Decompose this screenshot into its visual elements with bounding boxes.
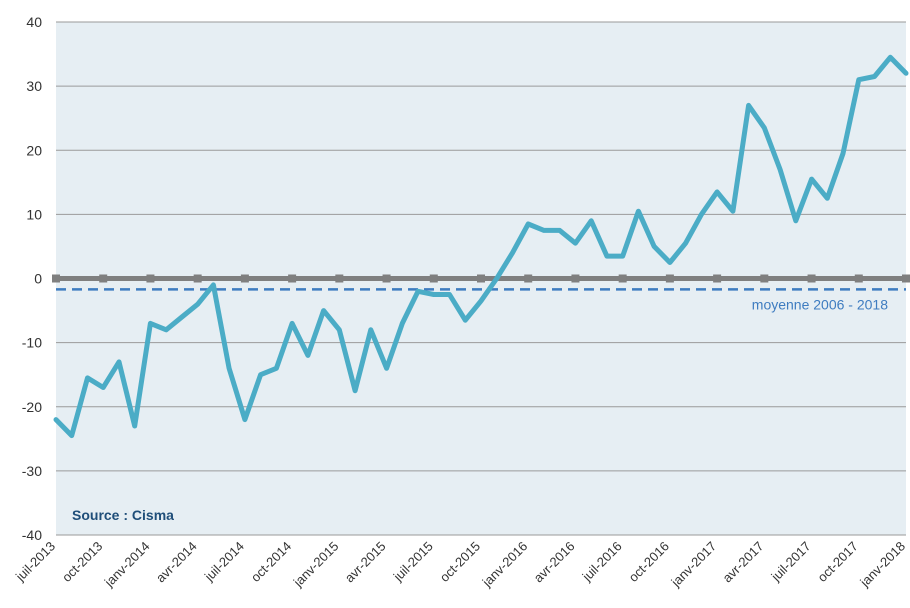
grid-lines xyxy=(56,21,906,536)
x-tick-label: janv-2018 xyxy=(856,539,908,591)
zero-axis-tick-marker xyxy=(382,274,391,283)
average-line-label: moyenne 2006 - 2018 xyxy=(752,296,888,312)
zero-axis-tick-marker xyxy=(760,274,769,283)
source-label: Source : Cisma xyxy=(72,507,174,523)
zero-axis-tick-marker xyxy=(52,274,60,283)
zero-axis-tick-marker xyxy=(288,274,297,283)
x-tick-label: oct-2013 xyxy=(59,539,105,585)
zero-axis-tick-marker xyxy=(665,274,674,283)
series-line xyxy=(53,54,909,439)
y-tick-label: -10 xyxy=(22,335,42,351)
x-tick-label: avr-2014 xyxy=(153,539,200,586)
x-tick-label: oct-2015 xyxy=(437,539,483,585)
y-tick-label: 20 xyxy=(26,142,42,158)
zero-axis-tick-marker xyxy=(240,274,249,283)
x-tick-label: oct-2016 xyxy=(626,539,672,585)
x-tick-label: avr-2016 xyxy=(531,539,578,586)
y-tick-label: 10 xyxy=(26,206,42,222)
zero-axis-tick-marker xyxy=(807,274,816,283)
x-tick-label: juil-2013 xyxy=(12,539,58,585)
zero-axis-tick-marker xyxy=(618,274,627,283)
zero-axis-tick-marker xyxy=(854,274,863,283)
x-tick-label: avr-2017 xyxy=(720,539,767,586)
x-tick-label: avr-2015 xyxy=(342,539,389,586)
x-tick-label: janv-2014 xyxy=(101,539,153,591)
y-tick-label: -20 xyxy=(22,399,42,415)
zero-axis-tick-marker xyxy=(335,274,344,283)
zero-axis-tick-marker xyxy=(902,274,910,283)
x-tick-label: janv-2015 xyxy=(290,539,342,591)
zero-axis xyxy=(52,274,910,283)
zero-axis-tick-marker xyxy=(193,274,202,283)
zero-axis-tick-marker xyxy=(146,274,155,283)
x-tick-label: janv-2016 xyxy=(479,539,531,591)
y-tick-label: -40 xyxy=(22,527,42,543)
x-tick-label: oct-2014 xyxy=(248,539,294,585)
x-tick-label: juil-2014 xyxy=(201,539,247,585)
y-tick-label: 0 xyxy=(34,271,42,287)
zero-axis-tick-marker xyxy=(99,274,108,283)
x-tick-label: janv-2017 xyxy=(668,539,720,591)
x-tick-label: juil-2015 xyxy=(390,539,436,585)
zero-axis-tick-marker xyxy=(571,274,580,283)
reference-line: moyenne 2006 - 2018 xyxy=(56,288,906,312)
y-tick-label: 40 xyxy=(26,14,42,30)
x-tick-label: oct-2017 xyxy=(815,539,861,585)
y-tick-label: -30 xyxy=(22,463,42,479)
zero-axis-tick-marker xyxy=(713,274,722,283)
series-group xyxy=(53,54,909,439)
x-tick-label: juil-2017 xyxy=(768,539,814,585)
x-tick-label: juil-2016 xyxy=(579,539,625,585)
y-tick-label: 30 xyxy=(26,78,42,94)
zero-axis-tick-marker xyxy=(524,274,533,283)
zero-axis-tick-marker xyxy=(429,274,438,283)
zero-axis-tick-marker xyxy=(477,274,485,283)
y-axis-ticks: 40 30 20 10 0 -10 -20 -30 -40 xyxy=(22,14,42,543)
